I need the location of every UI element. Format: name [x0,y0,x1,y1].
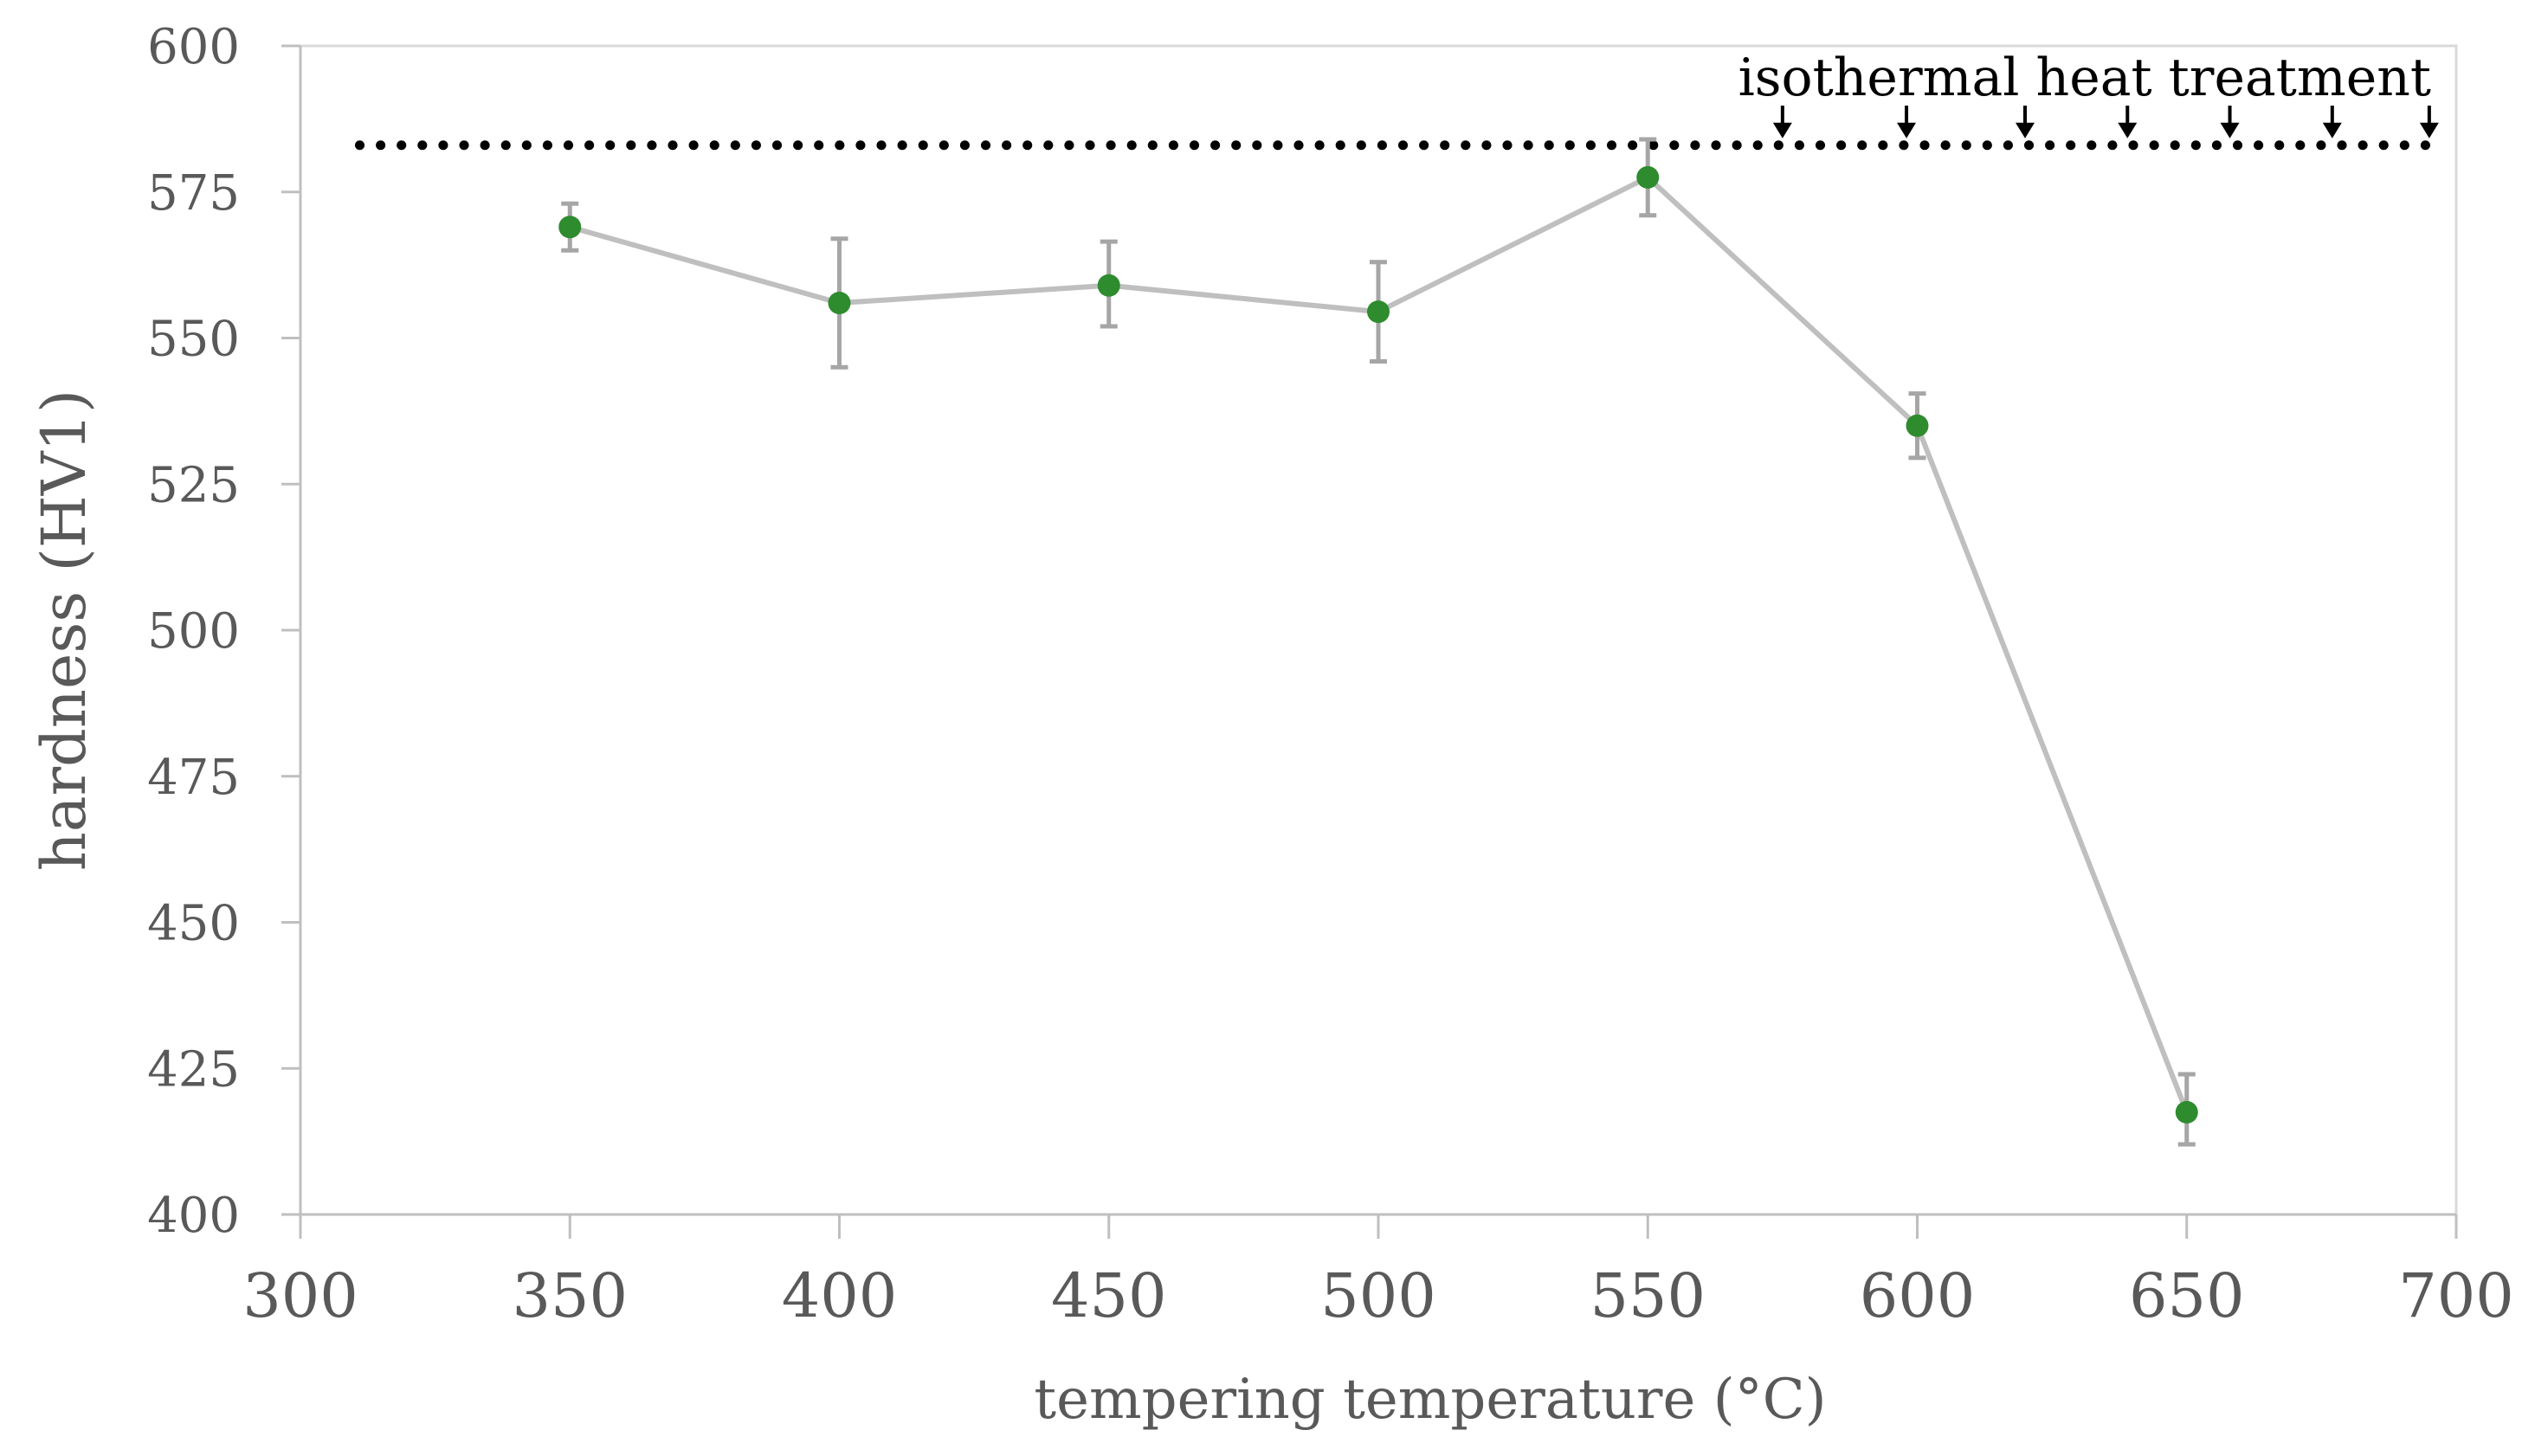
annotation-arrow-head [1772,122,1792,139]
x-tick-label: 550 [1590,1260,1706,1331]
x-axis-title: tempering temperature (°C) [1034,1368,1826,1432]
data-point [558,216,582,239]
y-tick-label: 425 [147,1041,240,1098]
y-tick-label: 550 [147,312,240,368]
y-tick-label: 400 [147,1188,240,1244]
data-point [1636,165,1660,189]
y-tick-label: 525 [147,457,240,513]
x-tick-label: 700 [2398,1260,2514,1331]
data-point [828,292,851,314]
axes: 400 425 450 475 500 525 550 575 600 300 350 400 450 5… [147,19,2514,1331]
x-tick-label: 600 [1860,1260,1976,1331]
y-axis-title: hardness (HV1) [29,390,100,871]
y-tick-label: 500 [147,603,240,660]
x-tick-label: 450 [1051,1260,1167,1331]
plot-frame [299,44,2458,1216]
y-tick-label: 575 [147,165,240,222]
x-tick-label: 400 [782,1260,898,1331]
data-point [1097,274,1120,297]
annotation-label: isothermal heat treatment [1738,48,2431,108]
plot-area-border [299,44,2458,1216]
data-point [1906,414,1929,437]
annotation-arrow-head [2419,122,2439,139]
x-tick-label: 300 [242,1260,358,1331]
x-tick-label: 350 [512,1260,628,1331]
y-tick-label: 450 [147,896,240,952]
annotation-arrow-head [1897,122,1917,139]
annotation-arrow-head [2118,122,2138,139]
annotation-arrow-head [2322,122,2342,139]
x-tick-label: 650 [2129,1260,2245,1331]
y-tick-label: 600 [147,19,240,75]
series-group [558,137,2198,1147]
x-tick-label: 500 [1320,1260,1436,1331]
annotation-group: isothermal heat treatment [1738,48,2439,139]
data-point [2175,1100,2198,1124]
annotation-arrow-head [2016,122,2035,139]
data-point [1367,300,1390,324]
y-tick-label: 475 [147,750,240,806]
annotation-arrow-head [2220,122,2240,139]
